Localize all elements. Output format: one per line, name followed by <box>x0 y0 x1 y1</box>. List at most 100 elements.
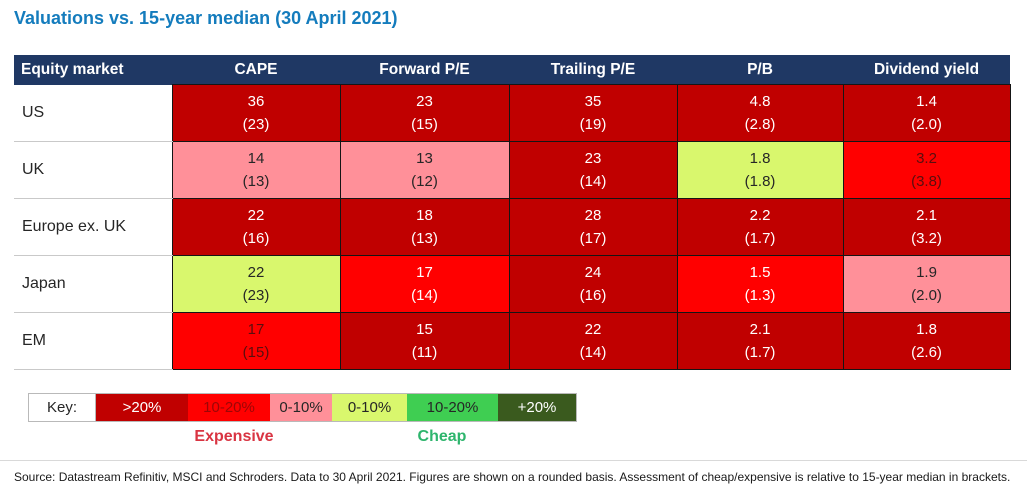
cell-value: 2.1 <box>749 321 771 338</box>
key-swatch: 10-20% <box>407 394 498 421</box>
cell-value: 4.8 <box>749 93 771 110</box>
cell-value: 23 <box>584 150 602 167</box>
col-header-forward-pe: Forward P/E <box>340 55 509 85</box>
value-cell: 2.1 (3.2) <box>842 198 1011 256</box>
cell-median: (1.7) <box>744 230 776 247</box>
cell-value: 18 <box>416 207 433 224</box>
cell-median: (16) <box>579 287 607 304</box>
legend-key-label: Key: <box>28 393 96 422</box>
value-cell: 1.5 (1.3) <box>676 255 844 313</box>
cell-median: (23) <box>242 287 270 304</box>
source-note: Source: Datastream Refinitiv, MSCI and S… <box>14 470 1011 484</box>
value-cell: 15 (11) <box>339 312 510 370</box>
cell-value: 2.1 <box>916 207 937 224</box>
key-swatch: +20% <box>498 394 576 421</box>
cell-value: 15 <box>416 321 433 338</box>
row-label: UK <box>14 141 172 199</box>
cell-value: 1.8 <box>749 150 771 167</box>
row-label: EM <box>14 312 172 370</box>
value-cell: 4.8 (2.8) <box>676 84 844 142</box>
header-row: Equity market CAPE Forward P/E Trailing … <box>14 55 1010 85</box>
cheap-label: Cheap <box>417 428 467 445</box>
value-cell: 2.2 (1.7) <box>676 198 844 256</box>
value-cell: 17 (15) <box>171 312 341 370</box>
value-cell: 1.9 (2.0) <box>842 255 1011 313</box>
value-cell: 24 (16) <box>508 255 678 313</box>
value-cell: 36 (23) <box>171 84 341 142</box>
cell-median: (2.0) <box>911 287 942 304</box>
value-cell: 17 (14) <box>339 255 510 313</box>
legend-captions: Expensive Cheap <box>0 426 1027 452</box>
cell-median: (19) <box>579 116 607 133</box>
cell-value: 22 <box>247 264 265 281</box>
cell-value: 23 <box>416 93 433 110</box>
value-cell: 13 (12) <box>339 141 510 199</box>
value-cell: 22 (16) <box>171 198 341 256</box>
table-row: UK 14 (13) 13 (12) 23 (14) 1.8 (1.8) 3.2 (3.8) <box>14 141 1011 199</box>
value-cell: 22 (14) <box>508 312 678 370</box>
cell-value: 36 <box>247 93 265 110</box>
value-cell: 1.4 (2.0) <box>842 84 1011 142</box>
key-swatch: 0-10% <box>332 394 407 421</box>
cell-median: (1.8) <box>744 173 776 190</box>
value-cell: 23 (15) <box>339 84 510 142</box>
value-cell: 22 (23) <box>171 255 341 313</box>
table-body: US 36 (23) 23 (15) 35 (19) 4.8 (2.8) 1.4 (2.0) UK 14… <box>14 84 1011 370</box>
valuations-table: Equity market CAPE Forward P/E Trailing … <box>14 55 1011 370</box>
cell-value: 3.2 <box>916 150 937 167</box>
page-title: Valuations vs. 15-year median (30 April … <box>14 8 398 28</box>
legend: Key: >20% 10-20% 0-10% 0-10% 10-20% +20% <box>28 393 1027 422</box>
cell-value: 1.9 <box>916 264 937 281</box>
cell-value: 17 <box>416 264 433 281</box>
cell-median: (3.8) <box>911 173 942 190</box>
cell-median: (17) <box>579 230 607 247</box>
cell-median: (12) <box>411 173 438 190</box>
cell-median: (15) <box>242 344 270 361</box>
cell-median: (14) <box>411 287 438 304</box>
col-header-dividend-yield: Dividend yield <box>843 55 1010 85</box>
cell-value: 22 <box>584 321 602 338</box>
table-row: Japan 22 (23) 17 (14) 24 (16) 1.5 (1.3) 1.9 (2.0) <box>14 255 1011 313</box>
cell-value: 35 <box>584 93 602 110</box>
cell-median: (1.3) <box>744 287 776 304</box>
value-cell: 3.2 (3.8) <box>842 141 1011 199</box>
cell-median: (11) <box>411 344 438 361</box>
cell-median: (16) <box>242 230 270 247</box>
value-cell: 1.8 (2.6) <box>842 312 1011 370</box>
divider <box>0 460 1027 461</box>
cell-value: 1.5 <box>749 264 771 281</box>
row-label: US <box>14 84 172 142</box>
cell-median: (2.0) <box>911 116 942 133</box>
key-swatch: 0-10% <box>270 394 332 421</box>
table-row: EM 17 (15) 15 (11) 22 (14) 2.1 (1.7) 1.8 (2.6) <box>14 312 1011 370</box>
cell-value: 14 <box>247 150 265 167</box>
cell-value: 2.2 <box>749 207 771 224</box>
cell-median: (1.7) <box>744 344 776 361</box>
row-label: Europe ex. UK <box>14 198 172 256</box>
col-header-pb: P/B <box>677 55 843 85</box>
cell-value: 1.4 <box>916 93 937 110</box>
cell-value: 17 <box>247 321 265 338</box>
cell-median: (14) <box>579 173 607 190</box>
value-cell: 2.1 (1.7) <box>676 312 844 370</box>
cell-value: 28 <box>584 207 602 224</box>
cell-median: (2.8) <box>744 116 776 133</box>
cell-value: 1.8 <box>916 321 937 338</box>
cell-median: (23) <box>242 116 270 133</box>
key-swatches: >20% 10-20% 0-10% 0-10% 10-20% +20% <box>96 393 577 422</box>
key-swatch: >20% <box>96 394 188 421</box>
table-row: US 36 (23) 23 (15) 35 (19) 4.8 (2.8) 1.4 (2.0) <box>14 84 1011 142</box>
value-cell: 23 (14) <box>508 141 678 199</box>
cell-median: (3.2) <box>911 230 942 247</box>
cell-median: (13) <box>411 230 438 247</box>
col-header-trailing-pe: Trailing P/E <box>509 55 677 85</box>
col-header-cape: CAPE <box>172 55 340 85</box>
value-cell: 28 (17) <box>508 198 678 256</box>
value-cell: 18 (13) <box>339 198 510 256</box>
expensive-label: Expensive <box>194 428 274 445</box>
table-row: Europe ex. UK 22 (16) 18 (13) 28 (17) 2.2 (1.7) 2… <box>14 198 1011 256</box>
col-header-equity-market: Equity market <box>14 55 172 85</box>
cell-median: (13) <box>242 173 270 190</box>
value-cell: 14 (13) <box>171 141 341 199</box>
